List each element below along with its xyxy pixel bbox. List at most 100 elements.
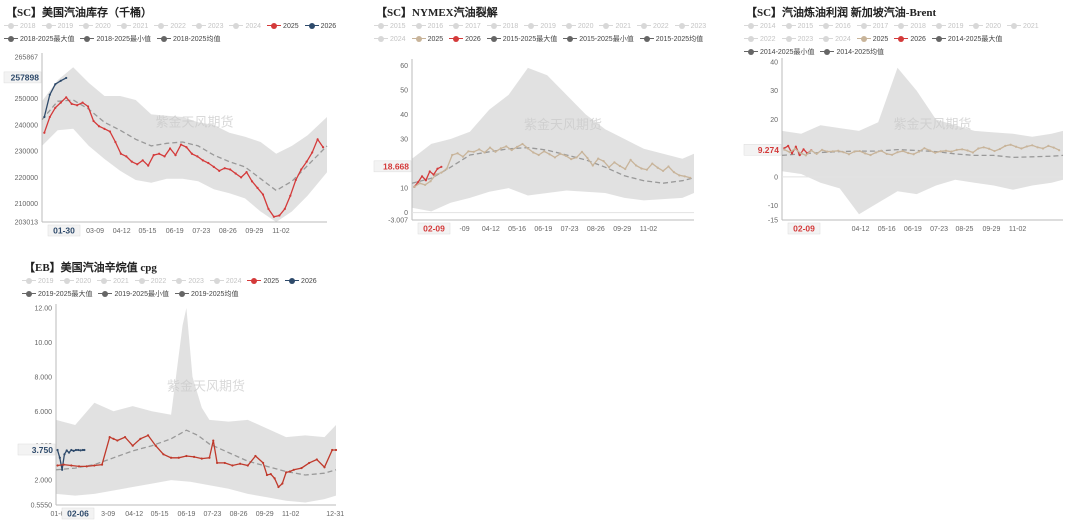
data-point xyxy=(1058,149,1061,152)
legend-item[interactable]: 2014-2025均值 xyxy=(820,46,884,59)
data-point xyxy=(987,147,991,150)
legend-item[interactable]: 2024 xyxy=(229,20,261,33)
legend-item[interactable]: 2022 xyxy=(637,20,669,33)
legend-item[interactable]: 2025 xyxy=(411,33,443,46)
data-point xyxy=(864,152,867,155)
legend-item[interactable]: 2014-2025最大值 xyxy=(931,33,1003,46)
legend-marker-icon xyxy=(411,35,426,43)
legend-item[interactable]: 2020 xyxy=(79,20,111,33)
legend-item[interactable]: 2017 xyxy=(449,20,481,33)
data-point xyxy=(43,131,46,134)
current-date-label: 01-30 xyxy=(53,226,75,236)
data-point xyxy=(265,473,269,477)
legend-item[interactable]: 2026 xyxy=(894,33,926,46)
legend-item[interactable]: 2026 xyxy=(285,275,317,288)
data-point xyxy=(116,439,119,442)
legend-item[interactable]: 2019 xyxy=(22,275,54,288)
data-point xyxy=(783,148,786,151)
legend-item[interactable]: 2018 xyxy=(4,20,36,33)
legend-item[interactable]: 2026 xyxy=(304,20,336,33)
data-point xyxy=(56,448,59,452)
legend-item[interactable]: 2022 xyxy=(744,33,776,46)
data-point xyxy=(678,174,681,177)
legend-label: 2018-2025最小值 xyxy=(96,36,151,43)
legend-item[interactable]: 2023 xyxy=(781,33,813,46)
legend-item[interactable]: 2018 xyxy=(894,20,926,33)
data-point xyxy=(316,138,319,141)
legend-item[interactable]: 2015-2025均值 xyxy=(639,33,703,46)
legend-item[interactable]: 2021 xyxy=(1007,20,1039,33)
legend-item[interactable]: 2018-2025最大值 xyxy=(4,33,74,46)
range-band xyxy=(56,308,336,503)
legend-item[interactable]: 2015-2025最小值 xyxy=(563,33,634,46)
legend-label: 2014-2025最大值 xyxy=(947,36,1003,43)
data-point xyxy=(799,151,802,155)
legend-item[interactable]: 2014-2025最小值 xyxy=(744,46,814,59)
legend-marker-icon xyxy=(637,22,652,30)
legend-item[interactable]: 2023 xyxy=(674,20,706,33)
legend-item[interactable]: 2026 xyxy=(449,33,481,46)
legend-item[interactable]: 2018 xyxy=(486,20,518,33)
x-tick-label: -09 xyxy=(459,226,469,233)
legend-item[interactable]: 2018-2025均值 xyxy=(156,33,220,46)
legend-item[interactable]: 2019 xyxy=(931,20,963,33)
legend-item[interactable]: 2020 xyxy=(561,20,593,33)
data-point xyxy=(912,153,915,156)
legend-item[interactable]: 2016 xyxy=(819,20,851,33)
data-point xyxy=(70,448,73,452)
data-point xyxy=(212,165,215,169)
x-tick-label: 04-12 xyxy=(125,511,143,518)
legend-marker-icon xyxy=(856,22,871,30)
legend-item[interactable]: 2015 xyxy=(781,20,813,33)
legend-marker-icon xyxy=(97,277,112,285)
legend-item[interactable]: 2015 xyxy=(374,20,406,33)
data-point xyxy=(917,150,921,153)
legend-item[interactable]: 2025 xyxy=(856,33,888,46)
legend-item[interactable]: 2016 xyxy=(411,20,443,33)
legend-item[interactable]: 2025 xyxy=(267,20,299,33)
data-point xyxy=(58,456,61,459)
legend-item[interactable]: 2024 xyxy=(819,33,851,46)
legend-marker-icon xyxy=(229,22,244,30)
data-point xyxy=(417,180,420,184)
legend-item[interactable]: 2024 xyxy=(209,275,241,288)
legend-item[interactable]: 2020 xyxy=(969,20,1001,33)
legend-item[interactable]: 2017 xyxy=(856,20,888,33)
legend-item[interactable]: 2019-2025最大值 xyxy=(22,288,92,301)
data-point xyxy=(418,182,421,185)
current-value-tag: 3.750 xyxy=(17,443,56,456)
legend-item[interactable]: 2025 xyxy=(247,275,279,288)
data-point xyxy=(820,148,824,152)
data-point xyxy=(689,176,692,179)
legend-marker-icon xyxy=(154,22,169,30)
legend-label: 2015-2025最大值 xyxy=(502,36,558,43)
data-point xyxy=(793,147,797,150)
legend-item[interactable]: 2019 xyxy=(524,20,556,33)
y-tick-label: -15 xyxy=(768,218,778,225)
legend-item[interactable]: 2022 xyxy=(134,275,166,288)
data-point xyxy=(285,471,288,474)
chart-title: 【SC】美国汽油库存（千桶） xyxy=(6,7,153,19)
legend-item[interactable]: 2018-2025最小值 xyxy=(80,33,151,46)
x-tick-label: 09-29 xyxy=(256,511,274,518)
legend-item[interactable]: 2019-2025均值 xyxy=(174,288,238,301)
data-point xyxy=(1031,144,1034,147)
legend-item[interactable]: 2022 xyxy=(154,20,186,33)
legend-item[interactable]: 2024 xyxy=(374,33,406,46)
legend-item[interactable]: 2020 xyxy=(59,275,91,288)
data-point xyxy=(896,151,899,154)
data-point xyxy=(451,153,454,157)
legend-item[interactable]: 2014 xyxy=(744,20,776,33)
legend-item[interactable]: 2021 xyxy=(97,275,129,288)
legend-item[interactable]: 2021 xyxy=(116,20,148,33)
legend-marker-icon xyxy=(209,277,224,285)
legend-item[interactable]: 2023 xyxy=(191,20,223,33)
y-min-label: -3.007 xyxy=(388,218,408,225)
legend-item[interactable]: 2015-2025最大值 xyxy=(486,33,558,46)
data-point xyxy=(434,173,438,176)
legend-item[interactable]: 2019 xyxy=(41,20,73,33)
current-date-tag: 02-09 xyxy=(787,222,821,235)
legend-item[interactable]: 2021 xyxy=(599,20,631,33)
legend-item[interactable]: 2019-2025最小值 xyxy=(98,288,169,301)
legend-item[interactable]: 2023 xyxy=(172,275,204,288)
